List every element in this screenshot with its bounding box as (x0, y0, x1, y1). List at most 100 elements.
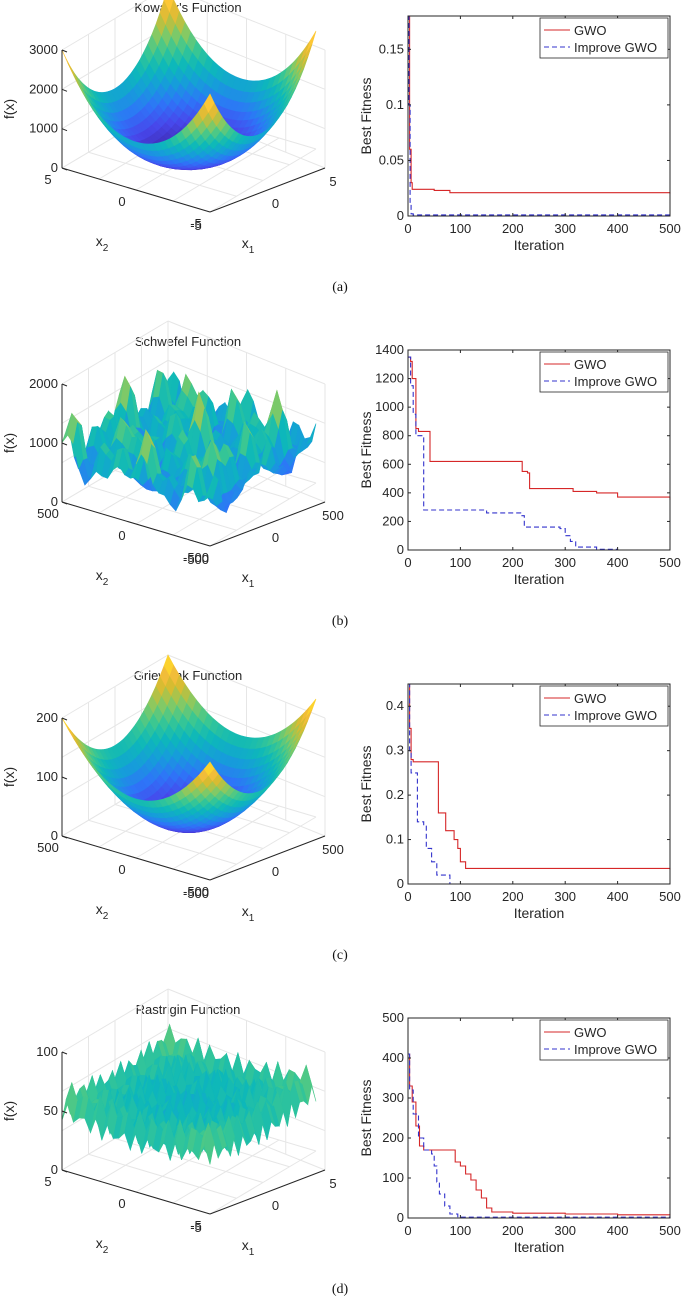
x1-tick-label: -500 (183, 886, 209, 901)
x1-tick-label: 0 (272, 196, 279, 211)
x-axis-label: Iteration (514, 571, 565, 587)
series-line-1 (408, 15, 670, 216)
z-tick (61, 1169, 68, 1173)
x1-tick-label: 500 (322, 842, 344, 857)
x-tick-label: 500 (659, 889, 681, 904)
y-tick-label: 200 (382, 513, 404, 528)
y-axis-label: Best Fitness (358, 411, 374, 488)
surface-title: Rastrigin Function (136, 1002, 241, 1017)
x1-axis-line (209, 1169, 326, 1215)
y-tick-label: 800 (382, 428, 404, 443)
z-tick-label: 100 (36, 769, 58, 784)
series-line-0 (408, 1053, 671, 1216)
legend: GWO Improve GWO (539, 1019, 669, 1061)
x1-axis-label: x1 (242, 569, 255, 590)
surface-mesh (61, 369, 317, 514)
z-tick (61, 128, 68, 132)
z-tick (61, 442, 68, 446)
x-tick-label: 200 (502, 221, 524, 236)
line-chart-2: 0 100 200 300 400 500 0 0.1 0.2 0.3 0.4 Iteration Be… (358, 683, 681, 921)
y-tick-label: 1200 (375, 371, 404, 386)
x2-tick-label: 0 (118, 194, 125, 209)
y-tick-label: 0 (397, 1210, 404, 1225)
grid-line (209, 816, 317, 881)
x-tick-label: 500 (659, 1223, 681, 1238)
x2-tick-label: 0 (118, 862, 125, 877)
x2-tick-label: 500 (37, 840, 59, 855)
x-tick-label: 200 (502, 555, 524, 570)
legend-label-0: GWO (574, 691, 607, 706)
x-tick-label: 100 (450, 555, 472, 570)
line-chart-0: 0 100 200 300 400 500 0 0.05 0.1 0.15 Iteration Bes… (358, 15, 681, 253)
surface-patch (203, 474, 215, 502)
x1-tick-label: -5 (190, 218, 202, 233)
x-tick-label: 400 (607, 555, 629, 570)
z-tick-label: 2000 (29, 81, 58, 96)
surface-patch (305, 30, 317, 55)
z-tick (61, 167, 68, 171)
x-tick-label: 0 (404, 555, 411, 570)
z-tick-label: 2000 (29, 376, 58, 391)
x2-tick-label: -500 (183, 550, 209, 565)
surface-patch (203, 93, 215, 113)
x1-axis-label: x1 (242, 1237, 255, 1258)
surface-mesh (61, 0, 317, 171)
legend-box (539, 1019, 669, 1061)
legend: GWO Improve GWO (539, 17, 669, 59)
series-line-0 (408, 15, 671, 194)
z-tick-label: 50 (44, 1103, 58, 1118)
x-tick-label: 400 (607, 1223, 629, 1238)
x1-axis-line (209, 835, 326, 881)
z-tick-label: 0 (51, 160, 58, 175)
x2-axis-label: x2 (96, 1235, 109, 1256)
x1-tick-label: -500 (183, 552, 209, 567)
legend-label-0: GWO (574, 23, 607, 38)
y-tick-label: 200 (382, 1130, 404, 1145)
x2-tick-label: -5 (190, 1218, 202, 1233)
y-tick-label: 400 (382, 1050, 404, 1065)
x2-tick-label: 0 (118, 528, 125, 543)
y-tick-label: 400 (382, 485, 404, 500)
z-tick (61, 501, 68, 505)
x1-tick-label: 5 (329, 1176, 336, 1191)
z-tick-label: 200 (36, 710, 58, 725)
grid-line (172, 137, 280, 202)
legend-box (539, 351, 669, 393)
x2-axis-label: x2 (96, 233, 109, 254)
z-axis-label: f(x) (1, 433, 17, 453)
series-line-1 (408, 683, 670, 885)
x2-axis-line (61, 501, 211, 547)
x-tick-label: 0 (404, 889, 411, 904)
plot-box (407, 683, 671, 885)
series-line-0 (408, 683, 671, 870)
surface-plot-2: Griewank Function0100200f(x)5000-500x2-5… (1, 654, 344, 924)
x-tick-label: 300 (554, 1223, 576, 1238)
legend-label-1: Improve GWO (574, 708, 657, 723)
z-tick (61, 49, 68, 53)
x-tick-label: 400 (607, 889, 629, 904)
grid-line (209, 148, 317, 213)
x1-axis-line (209, 501, 326, 547)
x2-tick-label: 5 (44, 1174, 51, 1189)
x2-tick-label: -5 (190, 216, 202, 231)
line-chart-1: 0 100 200 300 400 500 0 200 400 600 800 1000 1200 140… (358, 342, 681, 587)
y-tick-label: 0.15 (379, 41, 404, 56)
surface-patch (203, 1123, 215, 1165)
x2-axis-label: x2 (96, 901, 109, 922)
plot-box (407, 15, 671, 217)
y-axis-label: Best Fitness (358, 1079, 374, 1156)
surface-mesh (61, 654, 317, 833)
z-axis-label: f(x) (1, 1101, 17, 1121)
x-tick-label: 100 (450, 889, 472, 904)
z-tick (61, 88, 68, 92)
y-tick-label: 1000 (375, 399, 404, 414)
z-tick (61, 717, 68, 721)
z-tick (61, 1110, 68, 1114)
plot-box (407, 349, 671, 551)
x1-tick-label: 5 (329, 174, 336, 189)
x2-axis-line (61, 1169, 211, 1215)
grid-line (172, 1139, 280, 1204)
y-axis-label: Best Fitness (358, 745, 374, 822)
surface-title: Schwefel Function (135, 334, 241, 349)
